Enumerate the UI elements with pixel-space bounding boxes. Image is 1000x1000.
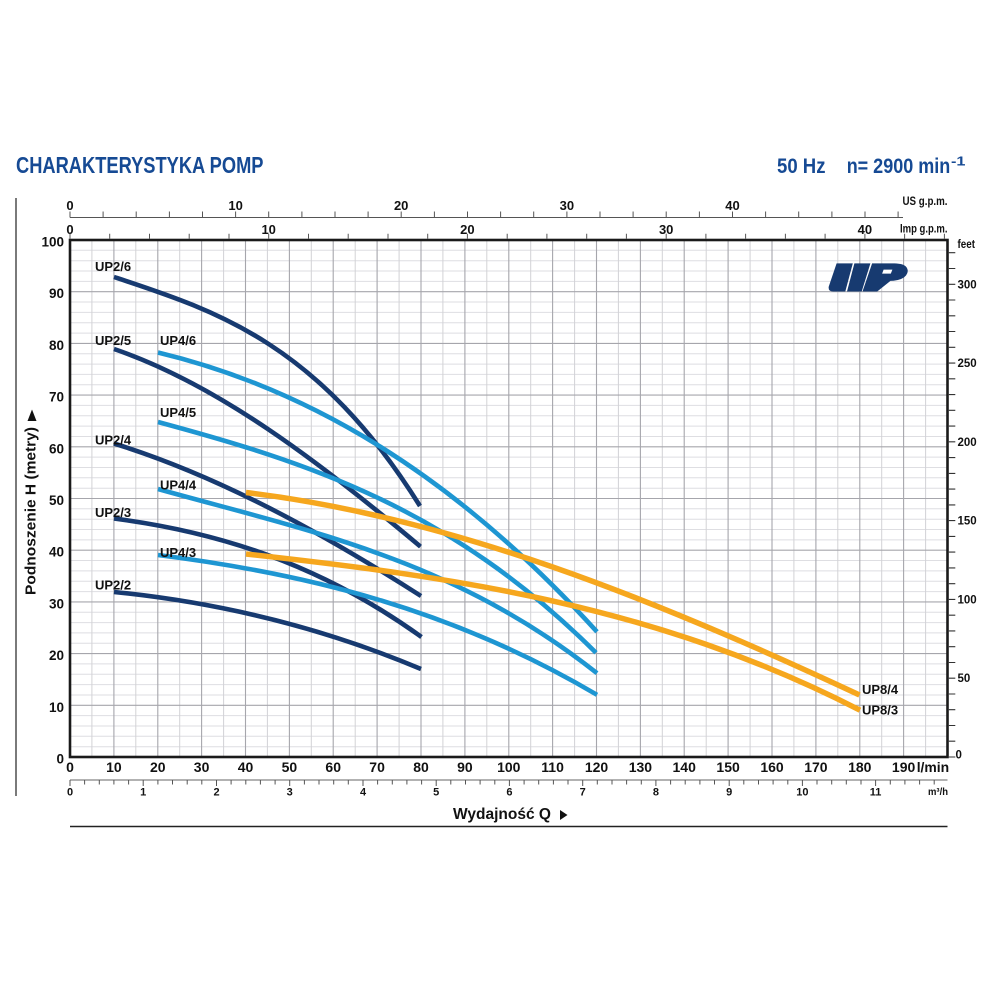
svg-text:1: 1 (140, 787, 146, 799)
svg-text:US g.p.m.: US g.p.m. (903, 196, 948, 208)
svg-text:30: 30 (560, 198, 574, 213)
svg-text:250: 250 (958, 358, 977, 370)
svg-text:180: 180 (848, 759, 872, 775)
svg-text:50: 50 (49, 493, 64, 508)
svg-text:4: 4 (360, 787, 367, 799)
svg-text:80: 80 (413, 759, 429, 775)
svg-text:0: 0 (56, 752, 64, 767)
svg-text:0: 0 (66, 198, 73, 213)
svg-text:150: 150 (716, 759, 740, 775)
svg-text:100: 100 (958, 594, 977, 606)
svg-text:UP4/4: UP4/4 (160, 478, 197, 493)
svg-text:50: 50 (958, 673, 971, 685)
svg-text:UP2/4: UP2/4 (95, 433, 132, 448)
svg-text:160: 160 (760, 759, 784, 775)
svg-text:0: 0 (66, 222, 73, 237)
svg-text:7: 7 (580, 787, 586, 799)
svg-text:110: 110 (541, 759, 564, 775)
svg-text:10: 10 (106, 759, 122, 775)
svg-text:Podnoszenie H (metry): Podnoszenie H (metry) (24, 427, 40, 595)
svg-text:190: 190 (892, 759, 916, 775)
svg-text:UP4/6: UP4/6 (160, 333, 196, 348)
svg-text:-1: -1 (951, 155, 966, 169)
svg-text:150: 150 (958, 516, 977, 528)
svg-text:10: 10 (796, 787, 808, 799)
svg-text:11: 11 (870, 787, 882, 799)
svg-text:40: 40 (238, 759, 254, 775)
svg-text:2: 2 (213, 787, 219, 799)
svg-text:60: 60 (325, 759, 341, 775)
svg-text:80: 80 (49, 338, 64, 353)
svg-text:40: 40 (725, 198, 739, 213)
svg-text:40: 40 (49, 545, 64, 560)
svg-text:50: 50 (282, 759, 298, 775)
svg-text:20: 20 (150, 759, 166, 775)
svg-text:UP2/5: UP2/5 (95, 333, 131, 348)
svg-text:90: 90 (49, 286, 64, 301)
svg-text:0: 0 (67, 787, 73, 799)
svg-text:10: 10 (49, 700, 64, 715)
svg-text:130: 130 (629, 759, 653, 775)
svg-text:200: 200 (958, 437, 977, 449)
svg-text:120: 120 (585, 759, 609, 775)
svg-text:10: 10 (261, 222, 275, 237)
svg-text:UP4/3: UP4/3 (160, 545, 196, 560)
svg-text:50 Hz: 50 Hz (777, 155, 826, 178)
svg-text:60: 60 (49, 441, 64, 456)
svg-text:90: 90 (457, 759, 473, 775)
svg-text:20: 20 (394, 198, 408, 213)
svg-text:30: 30 (49, 596, 64, 611)
svg-text:feet: feet (958, 239, 976, 251)
svg-text:UP2/6: UP2/6 (95, 259, 131, 274)
svg-text:70: 70 (49, 390, 64, 405)
svg-text:170: 170 (804, 759, 828, 775)
svg-text:Wydajność Q: Wydajność Q (453, 806, 551, 823)
svg-text:100: 100 (41, 235, 64, 250)
svg-text:5: 5 (433, 787, 439, 799)
svg-text:UP8/4: UP8/4 (862, 682, 899, 697)
svg-text:Imp g.p.m.: Imp g.p.m. (900, 224, 948, 236)
svg-text:40: 40 (858, 222, 872, 237)
svg-text:20: 20 (49, 648, 64, 663)
svg-text:8: 8 (653, 787, 659, 799)
svg-text:6: 6 (506, 787, 512, 799)
svg-text:30: 30 (194, 759, 210, 775)
svg-text:0: 0 (66, 759, 74, 775)
svg-text:10: 10 (228, 198, 242, 213)
svg-text:CHARAKTERYSTYKA POMP: CHARAKTERYSTYKA POMP (16, 152, 264, 178)
svg-text:70: 70 (369, 759, 385, 775)
svg-text:UP2/3: UP2/3 (95, 505, 131, 520)
svg-text:0: 0 (956, 750, 962, 762)
svg-text:n= 2900 min: n= 2900 min (847, 155, 951, 178)
svg-text:20: 20 (460, 222, 474, 237)
svg-text:3: 3 (287, 787, 293, 799)
svg-text:UP4/5: UP4/5 (160, 405, 196, 420)
svg-text:l/min: l/min (917, 759, 950, 775)
svg-text:140: 140 (673, 759, 697, 775)
svg-text:m³/h: m³/h (928, 786, 948, 798)
svg-text:9: 9 (726, 787, 732, 799)
svg-text:UP2/2: UP2/2 (95, 578, 131, 593)
svg-text:100: 100 (497, 759, 521, 775)
svg-text:300: 300 (958, 279, 977, 291)
svg-text:30: 30 (659, 222, 673, 237)
svg-text:UP8/3: UP8/3 (862, 703, 898, 718)
